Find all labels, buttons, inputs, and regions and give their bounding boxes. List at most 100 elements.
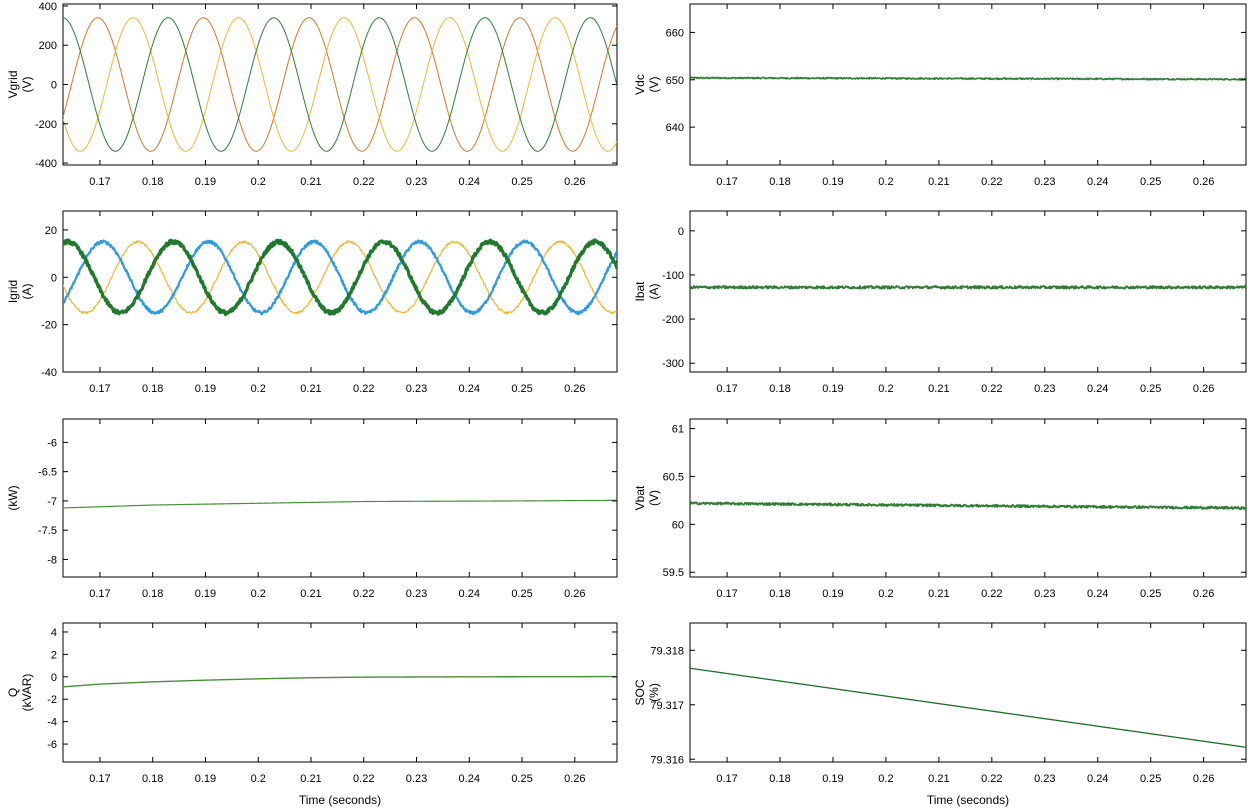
ylabel-soc: SOC — [633, 679, 647, 705]
xtick-label-vdc-8: 0.25 — [1140, 176, 1161, 188]
xtick-label-vbat-3: 0.2 — [878, 588, 893, 600]
ytick-label-q-5: -6 — [47, 739, 57, 751]
xtick-label-igrid-8: 0.25 — [511, 383, 532, 395]
xtick-label-vdc-7: 0.24 — [1087, 176, 1108, 188]
ytick-label-igrid-1: 0 — [51, 272, 57, 284]
xtick-label-soc-7: 0.24 — [1087, 773, 1108, 785]
xtick-label-vbat-7: 0.24 — [1087, 588, 1108, 600]
xtick-label-vdc-0: 0.17 — [716, 176, 737, 188]
series-vgrid-1 — [63, 17, 617, 152]
ylabel-igrid: Igrid — [6, 280, 20, 303]
xtick-label-vdc-3: 0.2 — [878, 176, 893, 188]
yunit-vdc: (V) — [647, 77, 661, 93]
xtick-label-ibat-9: 0.26 — [1193, 383, 1214, 395]
xtick-label-vgrid-0: 0.17 — [89, 176, 110, 188]
ytick-label-soc-1: 79.317 — [650, 700, 684, 712]
xtick-label-igrid-0: 0.17 — [89, 383, 110, 395]
xlabel-q: Time (seconds) — [299, 793, 381, 807]
ytick-label-vbat-0: 61 — [672, 424, 684, 436]
xtick-label-vgrid-8: 0.25 — [511, 176, 532, 188]
series-vgrid-2 — [63, 17, 617, 152]
xtick-label-p-0: 0.17 — [89, 588, 110, 600]
xtick-label-soc-3: 0.2 — [878, 773, 893, 785]
xtick-label-vgrid-9: 0.26 — [564, 176, 585, 188]
ytick-label-vgrid-0: 400 — [39, 1, 57, 13]
xtick-label-vgrid-2: 0.19 — [195, 176, 216, 188]
ytick-label-ibat-0: 0 — [678, 226, 684, 238]
xtick-label-q-8: 0.25 — [511, 773, 532, 785]
ytick-label-p-3: -7.5 — [38, 525, 57, 537]
plot-frame-igrid — [62, 210, 618, 373]
plot-frame-p — [62, 418, 618, 578]
plot-frame-vgrid — [62, 3, 618, 166]
plot-frame-soc — [689, 622, 1247, 763]
xtick-label-soc-1: 0.18 — [769, 773, 790, 785]
xtick-label-q-9: 0.26 — [564, 773, 585, 785]
ytick-label-p-1: -6.5 — [38, 467, 57, 479]
ytick-label-igrid-2: -20 — [41, 320, 57, 332]
plot-frame-vdc — [689, 3, 1247, 166]
xtick-label-soc-9: 0.26 — [1193, 773, 1214, 785]
ytick-label-soc-2: 79.316 — [650, 754, 684, 766]
xtick-label-vbat-0: 0.17 — [716, 588, 737, 600]
xtick-label-igrid-6: 0.23 — [406, 383, 427, 395]
xtick-label-vdc-9: 0.26 — [1193, 176, 1214, 188]
xtick-label-vbat-4: 0.21 — [928, 588, 949, 600]
series-soc-0 — [690, 667, 1246, 748]
xtick-label-p-4: 0.21 — [300, 588, 321, 600]
xtick-label-soc-4: 0.21 — [928, 773, 949, 785]
yunit-vbat: (V) — [647, 490, 661, 506]
ytick-label-igrid-0: 20 — [45, 225, 57, 237]
plot-frame-ibat — [689, 210, 1247, 373]
panel-vbat: 0.17 0.18 0.19 0.2 0.21 0.22 0.23 0.24 0.25 0.26 6… — [633, 418, 1247, 600]
xtick-label-igrid-7: 0.24 — [459, 383, 480, 395]
xtick-label-vbat-1: 0.18 — [769, 588, 790, 600]
xtick-label-vgrid-4: 0.21 — [300, 176, 321, 188]
panel-soc: 0.17 0.18 0.19 0.2 0.21 0.22 0.23 0.24 0.25 0.26 7… — [633, 622, 1247, 807]
xtick-label-q-6: 0.23 — [406, 773, 427, 785]
plot-frame-q — [62, 622, 618, 763]
ylabel-vgrid: Vgrid — [6, 70, 20, 98]
xtick-label-soc-5: 0.22 — [981, 773, 1002, 785]
xtick-label-ibat-0: 0.17 — [716, 383, 737, 395]
panel-p: 0.17 0.18 0.19 0.2 0.21 0.22 0.23 0.24 0.25 0.26 -… — [6, 418, 618, 600]
xtick-label-igrid-2: 0.19 — [195, 383, 216, 395]
yunit-soc: (%) — [647, 683, 661, 702]
ytick-label-soc-0: 79.318 — [650, 645, 684, 657]
series-vbat-0 — [690, 501, 1246, 511]
ylabel-p: (kW) — [6, 485, 20, 510]
ytick-label-vgrid-1: 200 — [39, 40, 57, 52]
ytick-label-ibat-1: -100 — [662, 270, 684, 282]
panel-ibat: 0.17 0.18 0.19 0.2 0.21 0.22 0.23 0.24 0.25 0.26 0… — [633, 210, 1247, 395]
xtick-label-vbat-6: 0.23 — [1034, 588, 1055, 600]
xtick-label-vdc-5: 0.22 — [981, 176, 1002, 188]
ytick-label-q-4: -4 — [47, 717, 57, 729]
xtick-label-p-8: 0.25 — [511, 588, 532, 600]
panel-vdc: 0.17 0.18 0.19 0.2 0.21 0.22 0.23 0.24 0.25 0.26 6… — [633, 3, 1247, 188]
xtick-label-soc-8: 0.25 — [1140, 773, 1161, 785]
ytick-label-vgrid-4: -400 — [35, 158, 57, 170]
xtick-label-igrid-5: 0.22 — [353, 383, 374, 395]
series-ibat-0 — [690, 285, 1246, 290]
ytick-label-q-0: 4 — [51, 627, 57, 639]
xtick-label-q-0: 0.17 — [89, 773, 110, 785]
ytick-label-vgrid-3: -200 — [35, 119, 57, 131]
ytick-label-p-2: -7 — [47, 496, 57, 508]
ylabel-vbat: Vbat — [633, 485, 647, 510]
xtick-label-p-5: 0.22 — [353, 588, 374, 600]
plot-frame-vbat — [689, 418, 1247, 578]
xtick-label-soc-0: 0.17 — [716, 773, 737, 785]
xtick-label-ibat-4: 0.21 — [928, 383, 949, 395]
xtick-label-ibat-7: 0.24 — [1087, 383, 1108, 395]
xtick-label-vgrid-3: 0.2 — [251, 176, 266, 188]
ylabel-vdc: Vdc — [633, 74, 647, 95]
xtick-label-vbat-2: 0.19 — [822, 588, 843, 600]
xtick-label-igrid-4: 0.21 — [300, 383, 321, 395]
xtick-label-ibat-1: 0.18 — [769, 383, 790, 395]
xtick-label-p-6: 0.23 — [406, 588, 427, 600]
xtick-label-vbat-8: 0.25 — [1140, 588, 1161, 600]
ytick-label-vbat-3: 59.5 — [663, 567, 684, 579]
xtick-label-p-1: 0.18 — [142, 588, 163, 600]
ytick-label-vbat-1: 60.5 — [663, 471, 684, 483]
